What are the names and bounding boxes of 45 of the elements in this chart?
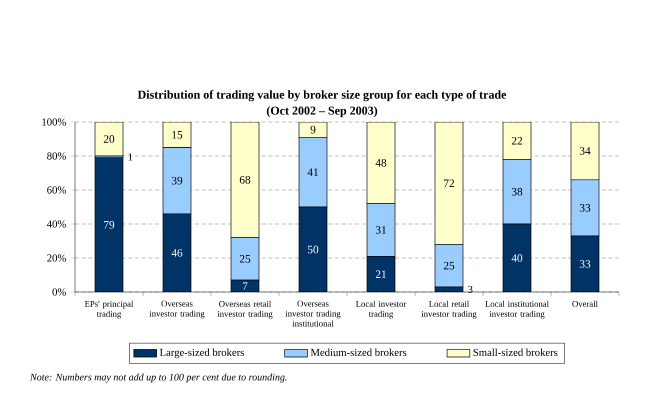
x-tick-label: Local institutional investor trading <box>485 300 549 319</box>
y-tick-label: 40% <box>46 220 66 228</box>
data-label: 79 <box>104 221 114 229</box>
y-tick-label: 20% <box>47 254 66 262</box>
data-label: 1 <box>128 153 132 160</box>
data-label: 48 <box>376 158 386 167</box>
data-label: 20 <box>104 135 114 143</box>
legend-label: Small-sized brokers <box>474 348 558 356</box>
data-label: 50 <box>308 246 318 254</box>
data-label: 15 <box>172 130 182 139</box>
data-label: 41 <box>308 168 318 176</box>
data-label: 33 <box>580 260 590 268</box>
data-label: 22 <box>512 136 522 144</box>
x-tick-label: Overseas investor trading institutional <box>286 300 341 327</box>
legend-label: Medium-sized brokers <box>310 348 406 356</box>
y-tick-label: 0% <box>52 288 66 296</box>
data-label: 40 <box>512 254 522 262</box>
data-label: 25 <box>240 255 250 263</box>
data-label: 31 <box>376 226 386 234</box>
data-label: 25 <box>444 262 454 270</box>
data-label: 38 <box>512 188 522 196</box>
data-label: 68 <box>240 176 250 184</box>
x-tick-label: Local investor trading <box>356 300 406 319</box>
x-tick-label: Local retail investor trading <box>422 300 477 319</box>
data-label: 21 <box>376 270 386 278</box>
data-label: 72 <box>444 179 454 187</box>
chart-subtitle: (Oct 2002 – Sep 2003) <box>266 106 378 118</box>
chart-title: Distribution of trading value by broker size group for each type of trade <box>138 90 506 102</box>
data-label: 39 <box>172 176 182 184</box>
y-tick-label: 100% <box>42 118 66 126</box>
x-tick-label: EPs' principal trading <box>84 300 134 319</box>
x-tick-label: Overseas investor trading <box>150 300 205 318</box>
x-tick-label: Overseas retail investor trading <box>218 300 273 319</box>
data-label: 33 <box>580 204 590 212</box>
y-tick-label: 80% <box>47 152 66 160</box>
data-label: 46 <box>172 249 182 257</box>
bar <box>94 122 124 156</box>
data-label: 9 <box>310 126 316 134</box>
data-label: 7 <box>242 282 248 290</box>
y-tick-label: 60% <box>47 186 66 194</box>
x-tick-label: Overall <box>572 300 598 307</box>
legend-label: Large-sized brokers <box>160 348 244 358</box>
data-label: 3 <box>468 286 473 294</box>
text: Note: Numbers may not add up to 100 per cent due to rounding. <box>30 373 287 383</box>
data-label: 34 <box>580 147 591 155</box>
